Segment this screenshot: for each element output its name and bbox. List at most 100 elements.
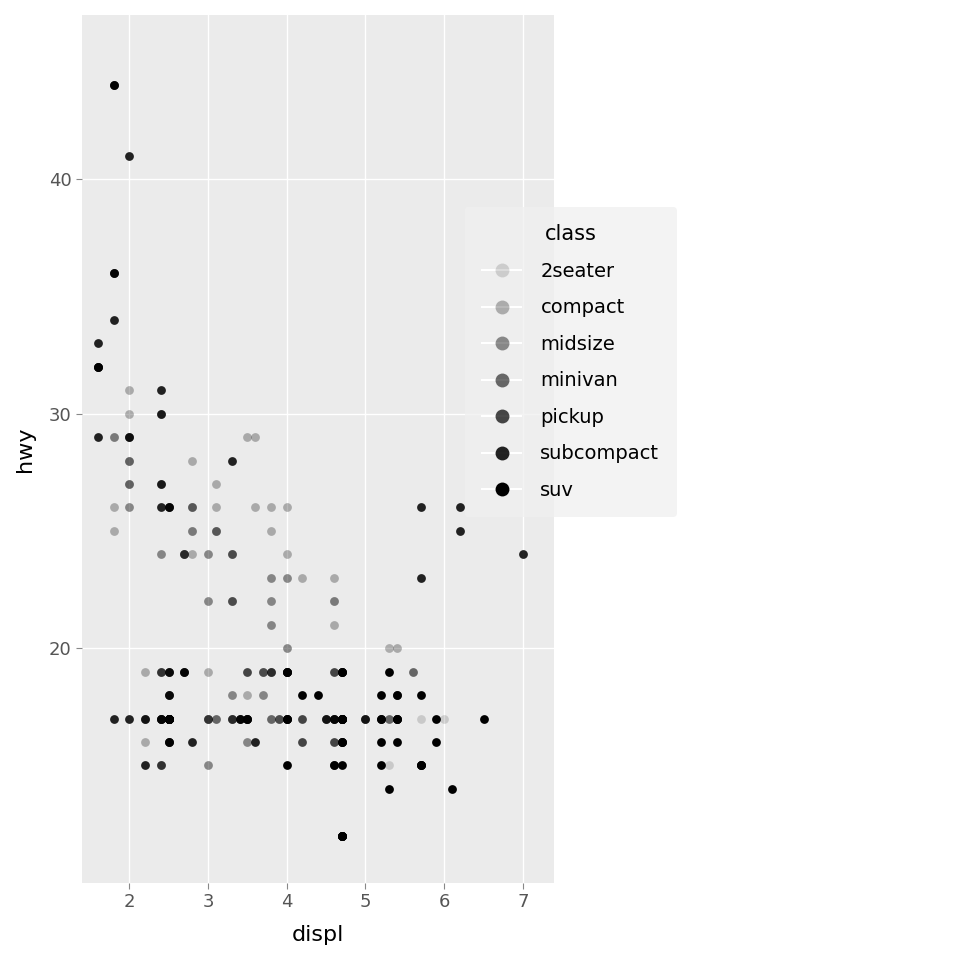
Point xyxy=(334,710,349,726)
Point xyxy=(122,500,137,516)
Point xyxy=(153,476,168,492)
Point xyxy=(161,710,177,726)
Point xyxy=(90,359,106,374)
Point xyxy=(240,710,255,726)
Point xyxy=(153,546,168,562)
Point xyxy=(184,546,200,562)
Point xyxy=(279,664,295,680)
Point xyxy=(106,265,121,280)
Point xyxy=(319,710,334,726)
Point xyxy=(106,265,121,280)
Point xyxy=(334,710,349,726)
Point xyxy=(122,429,137,444)
Point xyxy=(413,500,428,516)
Point xyxy=(153,710,168,726)
Point xyxy=(153,406,168,421)
Point xyxy=(224,546,239,562)
Point xyxy=(373,734,389,750)
Point xyxy=(334,734,349,750)
Point xyxy=(326,664,342,680)
Point xyxy=(310,687,325,703)
Point xyxy=(279,546,295,562)
Point xyxy=(326,710,342,726)
Point xyxy=(389,687,404,703)
Point xyxy=(444,781,460,797)
Point xyxy=(177,546,192,562)
Point xyxy=(334,828,349,844)
Point xyxy=(358,710,373,726)
Point xyxy=(271,710,286,726)
Point xyxy=(231,710,247,726)
Point xyxy=(263,500,278,516)
Point xyxy=(161,710,177,726)
Point xyxy=(137,710,153,726)
Point xyxy=(122,453,137,468)
Point xyxy=(373,687,389,703)
Point xyxy=(279,664,295,680)
Point xyxy=(137,710,153,726)
Point xyxy=(295,734,310,750)
Point xyxy=(326,757,342,773)
Point xyxy=(153,710,168,726)
Point xyxy=(201,710,216,726)
Point xyxy=(184,500,200,516)
Point xyxy=(334,828,349,844)
Point xyxy=(334,828,349,844)
Point xyxy=(161,710,177,726)
Point xyxy=(381,640,396,656)
Point xyxy=(161,664,177,680)
Point xyxy=(428,710,444,726)
Point xyxy=(452,523,468,539)
Point xyxy=(240,664,255,680)
Point xyxy=(389,734,404,750)
Point xyxy=(279,710,295,726)
Point xyxy=(90,336,106,351)
Point xyxy=(90,429,106,444)
Point xyxy=(161,710,177,726)
Point xyxy=(334,710,349,726)
Point xyxy=(201,710,216,726)
Point xyxy=(153,757,168,773)
Point xyxy=(334,664,349,680)
Point xyxy=(326,757,342,773)
Point xyxy=(161,500,177,516)
Point xyxy=(137,710,153,726)
Point xyxy=(161,710,177,726)
Point xyxy=(240,710,255,726)
Point xyxy=(373,710,389,726)
Point xyxy=(263,710,278,726)
Point xyxy=(161,687,177,703)
Point xyxy=(263,664,278,680)
Point xyxy=(122,476,137,492)
Point xyxy=(240,710,255,726)
Point xyxy=(279,664,295,680)
Point xyxy=(184,734,200,750)
Point xyxy=(279,710,295,726)
Point xyxy=(201,664,216,680)
Point xyxy=(208,523,224,539)
Point xyxy=(389,710,404,726)
Point xyxy=(208,500,224,516)
Point xyxy=(177,546,192,562)
Point xyxy=(255,687,271,703)
Point xyxy=(137,734,153,750)
Point xyxy=(224,710,239,726)
Point xyxy=(334,710,349,726)
Point xyxy=(161,710,177,726)
Point xyxy=(248,734,263,750)
Point xyxy=(153,664,168,680)
Point xyxy=(263,570,278,586)
Point xyxy=(153,382,168,397)
Point xyxy=(326,710,342,726)
Point xyxy=(90,359,106,374)
Point xyxy=(271,710,286,726)
Point xyxy=(358,710,373,726)
Point xyxy=(334,757,349,773)
Point xyxy=(381,781,396,797)
Point xyxy=(295,687,310,703)
Point xyxy=(177,664,192,680)
Point xyxy=(153,500,168,516)
Point xyxy=(201,757,216,773)
Point xyxy=(334,710,349,726)
Point xyxy=(153,710,168,726)
